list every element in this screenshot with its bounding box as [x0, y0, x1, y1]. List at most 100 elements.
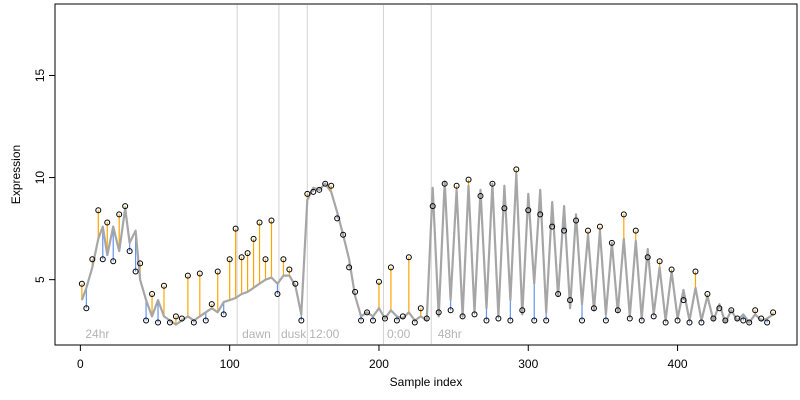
data-point — [453, 182, 460, 189]
data-point — [316, 186, 323, 193]
data-point — [477, 192, 484, 199]
data-point — [638, 317, 645, 324]
data-point — [358, 317, 365, 324]
data-point — [698, 319, 705, 326]
data-point — [417, 305, 424, 312]
data-point — [405, 254, 412, 261]
data-point — [244, 250, 251, 257]
phase-label: dusk — [281, 327, 307, 341]
data-point — [214, 268, 221, 275]
data-point — [172, 313, 179, 320]
data-point — [555, 290, 562, 297]
y-tick-label: 10 — [33, 171, 47, 185]
data-point — [537, 211, 544, 218]
phase-label: 0:00 — [387, 327, 411, 341]
data-point — [770, 309, 777, 316]
data-point — [393, 317, 400, 324]
data-point — [160, 282, 167, 289]
data-point — [764, 319, 771, 326]
data-point — [507, 317, 514, 324]
data-point — [561, 227, 568, 234]
data-point — [292, 280, 299, 287]
phase-label: 48hr — [438, 327, 462, 341]
data-point — [489, 180, 496, 187]
data-point — [262, 256, 269, 263]
data-point — [143, 317, 150, 324]
data-point — [340, 231, 347, 238]
x-tick-label: 100 — [220, 357, 240, 371]
y-axis: 5 10 15 — [33, 68, 56, 283]
data-point — [513, 166, 520, 173]
data-point — [387, 264, 394, 271]
data-point — [525, 207, 532, 214]
data-point — [501, 205, 508, 212]
data-point — [256, 219, 263, 226]
data-point — [268, 217, 275, 224]
data-point — [126, 248, 133, 255]
data-point — [346, 264, 353, 271]
data-point — [531, 317, 538, 324]
data-point — [95, 207, 102, 214]
data-point — [614, 307, 621, 314]
plot-frame — [54, 3, 798, 346]
data-point — [322, 180, 329, 187]
phase-annotations: 24hr dawn dusk 12:00 0:00 48hr — [85, 327, 461, 341]
data-point — [722, 317, 729, 324]
data-point — [280, 256, 287, 263]
data-point — [662, 319, 669, 326]
observed-points — [78, 166, 777, 326]
data-point — [423, 315, 430, 322]
data-point — [375, 278, 382, 285]
data-point — [104, 219, 111, 226]
data-point — [78, 280, 85, 287]
data-point — [149, 290, 156, 297]
divider-lines — [236, 5, 432, 344]
data-point — [137, 260, 144, 267]
data-point — [704, 290, 711, 297]
data-point — [674, 317, 681, 324]
data-point — [310, 188, 317, 195]
data-point — [590, 305, 597, 312]
data-point — [447, 307, 454, 314]
data-point — [435, 309, 442, 316]
data-point — [656, 258, 663, 265]
data-point — [644, 254, 651, 261]
data-point — [370, 317, 376, 324]
data-point — [166, 319, 173, 326]
data-point — [584, 227, 591, 234]
data-point — [334, 215, 341, 222]
data-point — [89, 256, 96, 263]
phase-label: 24hr — [85, 327, 109, 341]
data-point — [465, 176, 472, 183]
data-point — [668, 266, 675, 273]
fitted-line — [80, 172, 774, 326]
x-tick-label: 0 — [77, 357, 84, 371]
data-point — [740, 317, 747, 324]
y-tick-label: 15 — [33, 68, 47, 82]
data-point — [620, 211, 627, 218]
data-point — [352, 288, 359, 295]
data-point — [274, 290, 281, 297]
data-point — [232, 225, 239, 232]
data-point — [208, 301, 215, 308]
data-point — [471, 311, 478, 318]
fitted-line-group — [80, 172, 774, 326]
data-point — [99, 256, 106, 263]
data-point — [286, 266, 293, 273]
data-point — [495, 315, 502, 322]
data-point — [381, 315, 388, 322]
phase-label: dawn — [242, 327, 271, 341]
data-point — [608, 239, 615, 246]
data-point — [650, 313, 657, 320]
data-point — [220, 311, 227, 318]
data-point — [680, 297, 687, 304]
data-point — [83, 305, 90, 312]
data-point — [692, 268, 699, 275]
data-point — [543, 317, 550, 324]
data-point — [429, 203, 436, 210]
data-point — [734, 315, 741, 322]
x-axis-title: Sample index — [390, 375, 463, 389]
y-tick-label: 5 — [33, 276, 47, 283]
data-point — [441, 180, 448, 187]
data-point — [250, 235, 257, 242]
